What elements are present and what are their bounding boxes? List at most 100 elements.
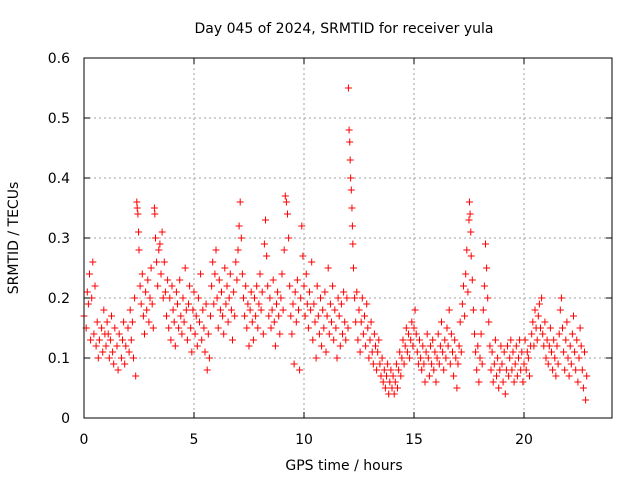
data-point bbox=[301, 312, 309, 320]
data-point bbox=[83, 288, 91, 296]
data-point bbox=[348, 222, 356, 230]
data-point bbox=[100, 306, 108, 314]
data-point bbox=[286, 282, 294, 290]
data-point bbox=[267, 324, 275, 332]
data-point bbox=[581, 348, 588, 356]
x-tick-label: 10 bbox=[295, 432, 313, 448]
data-point bbox=[202, 300, 210, 308]
data-point bbox=[98, 324, 106, 332]
data-point bbox=[363, 300, 371, 308]
data-point bbox=[209, 258, 217, 266]
data-point bbox=[223, 282, 231, 290]
data-point bbox=[357, 318, 365, 326]
data-point bbox=[192, 312, 200, 320]
data-point bbox=[343, 294, 351, 302]
data-point bbox=[400, 360, 408, 368]
data-point bbox=[264, 282, 272, 290]
data-point bbox=[203, 366, 211, 374]
data-point bbox=[383, 372, 390, 380]
data-point bbox=[170, 318, 178, 326]
data-point bbox=[280, 246, 288, 254]
data-point bbox=[307, 306, 315, 314]
data-point bbox=[178, 330, 186, 338]
data-point bbox=[424, 354, 432, 362]
data-point bbox=[488, 348, 496, 356]
data-point bbox=[291, 288, 299, 296]
data-point bbox=[568, 330, 576, 338]
data-point bbox=[511, 360, 519, 368]
data-point bbox=[255, 300, 263, 308]
data-point bbox=[435, 360, 443, 368]
data-point bbox=[519, 378, 527, 386]
data-point bbox=[122, 342, 130, 350]
data-point bbox=[471, 330, 478, 338]
data-point bbox=[335, 312, 343, 320]
data-point bbox=[238, 270, 246, 278]
data-point bbox=[395, 366, 403, 374]
data-point bbox=[310, 300, 318, 308]
data-point bbox=[86, 270, 93, 278]
data-point bbox=[341, 318, 349, 326]
data-point bbox=[93, 318, 101, 326]
data-point bbox=[423, 330, 431, 338]
data-point bbox=[115, 330, 123, 338]
data-point bbox=[397, 372, 405, 380]
data-point bbox=[354, 336, 362, 344]
data-point bbox=[287, 312, 295, 320]
data-point bbox=[249, 336, 257, 344]
data-point bbox=[529, 318, 537, 326]
data-point bbox=[559, 324, 566, 332]
data-point bbox=[212, 246, 220, 254]
data-point bbox=[467, 228, 475, 236]
data-point bbox=[312, 354, 320, 362]
data-point bbox=[551, 354, 559, 362]
data-point bbox=[144, 276, 152, 284]
y-axis-label: SRMTID / TECUs bbox=[6, 182, 22, 295]
data-point bbox=[443, 324, 451, 332]
y-tick-label: 0.4 bbox=[48, 171, 70, 187]
data-point bbox=[380, 366, 388, 374]
data-point bbox=[265, 312, 273, 320]
data-point bbox=[143, 306, 151, 314]
data-point bbox=[208, 282, 216, 290]
data-point bbox=[213, 294, 221, 302]
data-point bbox=[350, 264, 357, 272]
data-point bbox=[268, 306, 276, 314]
data-point bbox=[298, 222, 306, 230]
data-point bbox=[461, 312, 469, 320]
data-point bbox=[534, 312, 542, 320]
data-point bbox=[89, 258, 97, 266]
data-point bbox=[452, 354, 460, 362]
data-point bbox=[91, 282, 99, 290]
data-point bbox=[454, 360, 462, 368]
data-point bbox=[139, 312, 147, 320]
data-point bbox=[113, 342, 121, 350]
data-point bbox=[225, 294, 233, 302]
data-point bbox=[456, 318, 464, 326]
data-point bbox=[460, 282, 467, 290]
data-point bbox=[483, 264, 491, 272]
axis-ticks bbox=[83, 57, 612, 419]
data-point bbox=[359, 330, 367, 338]
data-point bbox=[490, 360, 498, 368]
data-point bbox=[378, 354, 386, 362]
data-point bbox=[556, 306, 564, 314]
data-point bbox=[120, 318, 128, 326]
data-point bbox=[333, 354, 341, 362]
data-point bbox=[138, 270, 146, 278]
data-point bbox=[210, 300, 218, 308]
data-point bbox=[182, 306, 190, 314]
data-point bbox=[476, 354, 484, 362]
data-point bbox=[543, 336, 551, 344]
data-point bbox=[575, 354, 583, 362]
data-point bbox=[273, 300, 280, 308]
data-point bbox=[390, 390, 398, 398]
data-point bbox=[226, 270, 234, 278]
data-point bbox=[403, 348, 411, 356]
data-point bbox=[124, 324, 132, 332]
data-point bbox=[281, 192, 289, 200]
data-point bbox=[555, 330, 563, 338]
data-point bbox=[222, 300, 230, 308]
data-point bbox=[440, 366, 448, 374]
